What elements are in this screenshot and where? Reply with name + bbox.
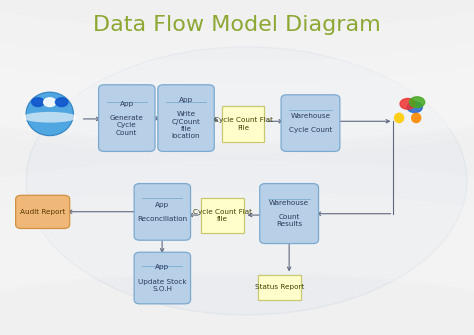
Text: Data Flow Model Diagram: Data Flow Model Diagram (93, 15, 381, 35)
Ellipse shape (26, 47, 467, 315)
FancyBboxPatch shape (260, 184, 319, 244)
Text: App

Update Stock
S.O.H: App Update Stock S.O.H (138, 264, 187, 292)
FancyBboxPatch shape (281, 95, 340, 151)
FancyBboxPatch shape (134, 252, 191, 304)
Bar (201, 198, 244, 233)
FancyBboxPatch shape (134, 184, 191, 240)
Bar (222, 106, 264, 142)
Text: Cycle Count Flat
file: Cycle Count Flat file (193, 209, 252, 222)
Text: App

Write
C/Count
file
location: App Write C/Count file location (172, 97, 201, 139)
Circle shape (400, 98, 415, 109)
Text: Warehouse

Count
Results: Warehouse Count Results (269, 200, 309, 227)
Circle shape (410, 97, 425, 108)
Circle shape (32, 98, 44, 107)
FancyBboxPatch shape (16, 195, 70, 228)
Text: App

Reconciliation: App Reconciliation (137, 202, 187, 222)
Bar (258, 275, 301, 300)
Ellipse shape (22, 112, 77, 123)
Text: Warehouse

Cycle Count: Warehouse Cycle Count (289, 113, 332, 133)
Text: Cycle Count Flat
File: Cycle Count Flat File (214, 117, 273, 131)
Circle shape (44, 98, 56, 107)
Ellipse shape (411, 113, 421, 123)
Text: Audit Report: Audit Report (20, 209, 65, 215)
Ellipse shape (26, 92, 73, 136)
Circle shape (55, 98, 68, 107)
FancyBboxPatch shape (158, 85, 214, 151)
Circle shape (407, 102, 422, 113)
Text: App

Generate
Cycle
Count: App Generate Cycle Count (110, 100, 144, 136)
FancyBboxPatch shape (99, 85, 155, 151)
Text: Status Report: Status Report (255, 284, 304, 290)
Ellipse shape (394, 113, 404, 123)
